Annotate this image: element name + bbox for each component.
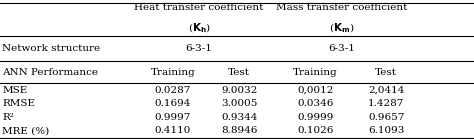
Text: Mass transfer coefficient: Mass transfer coefficient xyxy=(275,3,407,12)
Text: 0.1026: 0.1026 xyxy=(297,126,333,135)
Text: 3.0005: 3.0005 xyxy=(221,99,257,108)
Text: 0.4110: 0.4110 xyxy=(155,126,191,135)
Text: 0.9999: 0.9999 xyxy=(297,113,333,122)
Text: Network structure: Network structure xyxy=(2,44,100,53)
Text: Test: Test xyxy=(375,68,397,77)
Text: 0.9997: 0.9997 xyxy=(155,113,191,122)
Text: 2,0414: 2,0414 xyxy=(368,86,404,95)
Text: MRE (%): MRE (%) xyxy=(2,126,50,135)
Text: R²: R² xyxy=(2,113,14,122)
Text: 6-3-1: 6-3-1 xyxy=(186,44,212,53)
Text: 6.1093: 6.1093 xyxy=(368,126,404,135)
Text: 0.0346: 0.0346 xyxy=(297,99,333,108)
Text: RMSE: RMSE xyxy=(2,99,36,108)
Text: ($\mathbf{K_m}$): ($\mathbf{K_m}$) xyxy=(328,22,354,35)
Text: 6-3-1: 6-3-1 xyxy=(328,44,355,53)
Text: Heat transfer coefficient: Heat transfer coefficient xyxy=(135,3,264,12)
Text: 0.9657: 0.9657 xyxy=(368,113,404,122)
Text: 9.0032: 9.0032 xyxy=(221,86,257,95)
Text: 8.8946: 8.8946 xyxy=(221,126,257,135)
Text: 0.1694: 0.1694 xyxy=(155,99,191,108)
Text: 0,0012: 0,0012 xyxy=(297,86,333,95)
Text: MSE: MSE xyxy=(2,86,27,95)
Text: Training: Training xyxy=(151,68,195,77)
Text: 1.4287: 1.4287 xyxy=(368,99,404,108)
Text: Test: Test xyxy=(228,68,250,77)
Text: ANN Performance: ANN Performance xyxy=(2,68,99,77)
Text: 0.0287: 0.0287 xyxy=(155,86,191,95)
Text: ($\mathbf{K_h}$): ($\mathbf{K_h}$) xyxy=(188,22,210,35)
Text: 0.9344: 0.9344 xyxy=(221,113,257,122)
Text: Training: Training xyxy=(293,68,337,77)
